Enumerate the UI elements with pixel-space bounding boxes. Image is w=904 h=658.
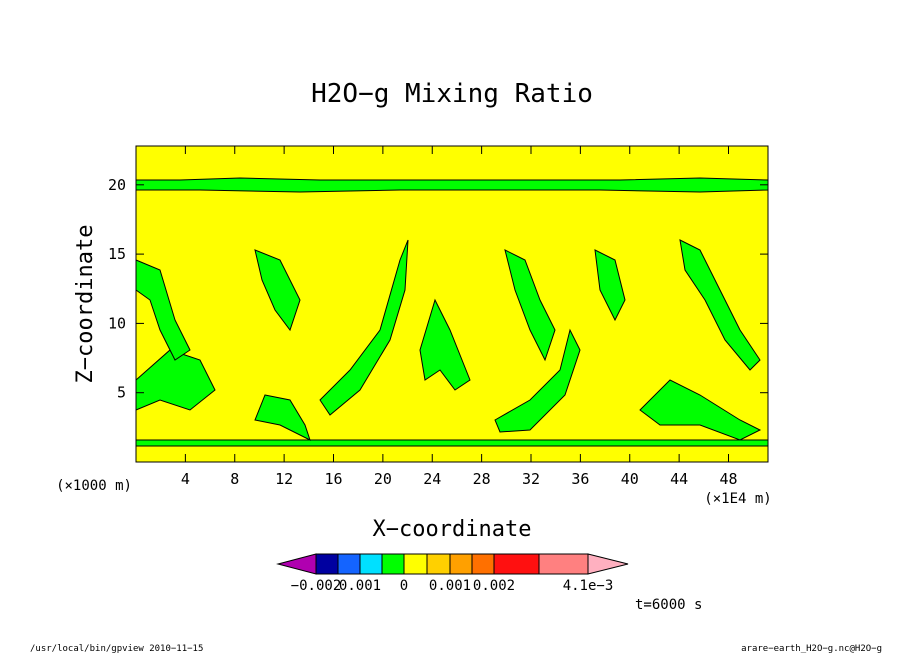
x-tick-label: 12 [275, 470, 293, 488]
colorbar-label: 0 [400, 578, 408, 594]
y-tick-label: 15 [108, 245, 126, 263]
footer-right: arare−earth_H2O−g.nc@H2O−g [741, 644, 882, 654]
plot-area [135, 145, 769, 463]
y-tick-label: 5 [117, 384, 126, 402]
x-tick-label: 24 [423, 470, 441, 488]
x-axis-label: X−coordinate [373, 517, 532, 542]
contour-region [639, 379, 762, 441]
x-tick-label: 20 [374, 470, 392, 488]
colorbar-cell [359, 553, 383, 575]
chart-title: H2O−g Mixing Ratio [311, 79, 593, 109]
colorbar-arrow [276, 553, 317, 575]
contour-region [254, 249, 301, 332]
x-tick-label: 40 [621, 470, 639, 488]
colorbar-cell [538, 553, 589, 575]
contour-region [135, 177, 769, 193]
colorbar-cell [403, 553, 428, 575]
colorbar-label: 4.1e−3 [563, 578, 614, 594]
x-tick-label: 48 [719, 470, 737, 488]
contour-region [594, 249, 626, 322]
plot-frame [135, 145, 769, 463]
footer-left: /usr/local/bin/gpview 2010−11−15 [30, 644, 203, 654]
colorbar-cell [426, 553, 451, 575]
y-tick-label: 20 [108, 176, 126, 194]
x-tick-label: 8 [230, 470, 239, 488]
colorbar-cell [337, 553, 361, 575]
contour-region [135, 259, 191, 361]
y-tick-label: 10 [108, 314, 126, 332]
colorbar-arrow [587, 553, 629, 575]
colorbar-label: −0.002 [291, 578, 342, 594]
contour-region [135, 439, 769, 447]
contour-region [504, 249, 556, 362]
x-tick-label: 32 [522, 470, 540, 488]
x-tick-label: 4 [181, 470, 190, 488]
colorbar-label: 0.001 [339, 578, 381, 594]
x-tick-label: 28 [473, 470, 491, 488]
colorbar-cell [381, 553, 405, 575]
y-axis-label: Z−coordinate [73, 225, 98, 384]
x-tick-label: 16 [324, 470, 342, 488]
colorbar-label: 0.001 [429, 578, 471, 594]
time-label: t=6000 s [635, 597, 702, 613]
colorbar-cell [315, 553, 339, 575]
contour-region [679, 239, 761, 371]
x-unit: (×1E4 m) [704, 491, 771, 507]
x-tick-label: 36 [571, 470, 589, 488]
colorbar-label: 0.002 [473, 578, 515, 594]
contour-region [494, 328, 581, 433]
y-unit: (×1000 m) [56, 478, 132, 494]
x-tick-label: 44 [670, 470, 688, 488]
colorbar-cell [449, 553, 473, 575]
contour-region [319, 239, 409, 416]
contour-region [254, 394, 311, 441]
colorbar-cell [493, 553, 540, 575]
colorbar-cell [471, 553, 495, 575]
contour-region [419, 298, 471, 391]
